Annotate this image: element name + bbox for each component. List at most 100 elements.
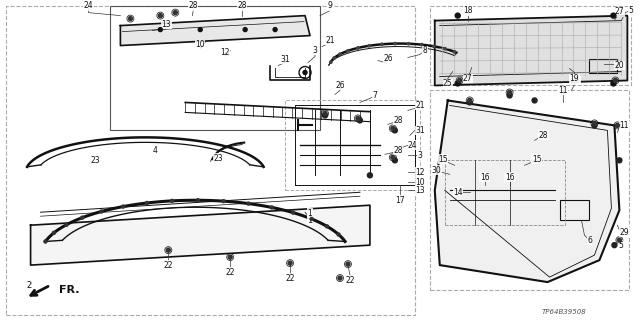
Text: 22: 22 [285,274,295,283]
Text: 13: 13 [415,186,424,195]
Text: 10: 10 [195,40,205,49]
Circle shape [198,28,202,32]
Circle shape [100,210,103,213]
Circle shape [381,43,383,45]
Text: 15: 15 [438,155,447,164]
Circle shape [592,123,597,128]
Circle shape [392,128,397,133]
Text: 11: 11 [557,86,567,95]
Polygon shape [435,100,620,282]
Circle shape [356,116,360,120]
Text: 29: 29 [620,228,629,237]
Polygon shape [435,16,627,85]
Text: 5: 5 [628,6,633,15]
Circle shape [616,124,620,127]
Circle shape [333,57,335,59]
Circle shape [453,51,456,53]
Text: 1: 1 [307,216,313,225]
Circle shape [392,158,397,163]
Text: 22: 22 [345,276,355,284]
Circle shape [303,70,307,75]
Circle shape [330,61,332,63]
Circle shape [288,261,292,265]
Circle shape [339,53,341,55]
Circle shape [243,28,247,32]
Circle shape [391,155,395,159]
Text: 24: 24 [408,141,418,150]
Text: 16: 16 [505,173,515,182]
Text: 22: 22 [164,260,173,270]
Circle shape [455,13,460,18]
Text: 18: 18 [463,6,472,15]
Text: 4: 4 [153,146,158,155]
Circle shape [420,44,423,46]
Text: 23: 23 [213,154,223,163]
Text: 26: 26 [383,54,393,63]
Text: 13: 13 [161,20,171,29]
Text: 12: 12 [220,48,230,57]
Text: 8: 8 [422,46,427,55]
Text: 10: 10 [415,178,424,187]
Text: 7: 7 [372,91,378,100]
Text: 15: 15 [532,155,541,164]
Text: 26: 26 [571,76,580,85]
Circle shape [394,43,396,45]
Bar [559,200,589,220]
Text: TP64B39508: TP64B39508 [542,309,587,315]
Text: 12: 12 [415,168,424,177]
Text: 3: 3 [312,46,317,55]
Circle shape [81,216,84,219]
Circle shape [273,28,277,32]
Text: 21: 21 [325,36,335,45]
Text: 3: 3 [417,151,422,160]
Text: 26: 26 [335,81,345,90]
Text: 27: 27 [463,74,472,83]
Circle shape [391,126,395,130]
Circle shape [611,13,616,18]
Circle shape [507,93,512,98]
Text: 28: 28 [393,116,403,125]
Text: 31: 31 [415,126,424,135]
Circle shape [468,99,472,102]
Text: FR.: FR. [58,285,79,295]
Text: 14: 14 [453,188,463,197]
Circle shape [52,231,56,234]
Circle shape [310,218,313,220]
Circle shape [122,205,125,208]
Circle shape [467,100,472,105]
Circle shape [613,78,618,83]
Text: 17: 17 [395,196,404,205]
Polygon shape [120,16,310,45]
Circle shape [612,243,617,248]
Circle shape [65,223,68,226]
Circle shape [323,113,328,118]
Circle shape [346,262,350,266]
Text: 31: 31 [280,55,290,64]
Circle shape [158,28,163,32]
Circle shape [347,50,349,52]
Text: 21: 21 [415,101,424,110]
Text: 1: 1 [308,209,312,218]
Polygon shape [31,205,370,265]
Text: 30: 30 [432,166,442,175]
Circle shape [228,255,232,259]
Circle shape [171,199,173,202]
Circle shape [356,47,359,49]
Text: 11: 11 [620,121,629,130]
Text: 25: 25 [443,79,452,88]
Circle shape [129,17,132,20]
Text: 19: 19 [570,74,579,83]
Text: 22: 22 [225,268,235,276]
Text: 2: 2 [26,281,31,290]
Circle shape [337,233,340,236]
Bar [430,6,632,85]
Circle shape [455,81,460,86]
Circle shape [173,11,177,15]
Text: 28: 28 [539,131,548,140]
Bar [285,100,420,190]
Circle shape [611,81,616,86]
Circle shape [292,211,294,214]
Text: 20: 20 [614,61,624,70]
Circle shape [532,98,537,103]
Text: 28: 28 [237,1,247,10]
